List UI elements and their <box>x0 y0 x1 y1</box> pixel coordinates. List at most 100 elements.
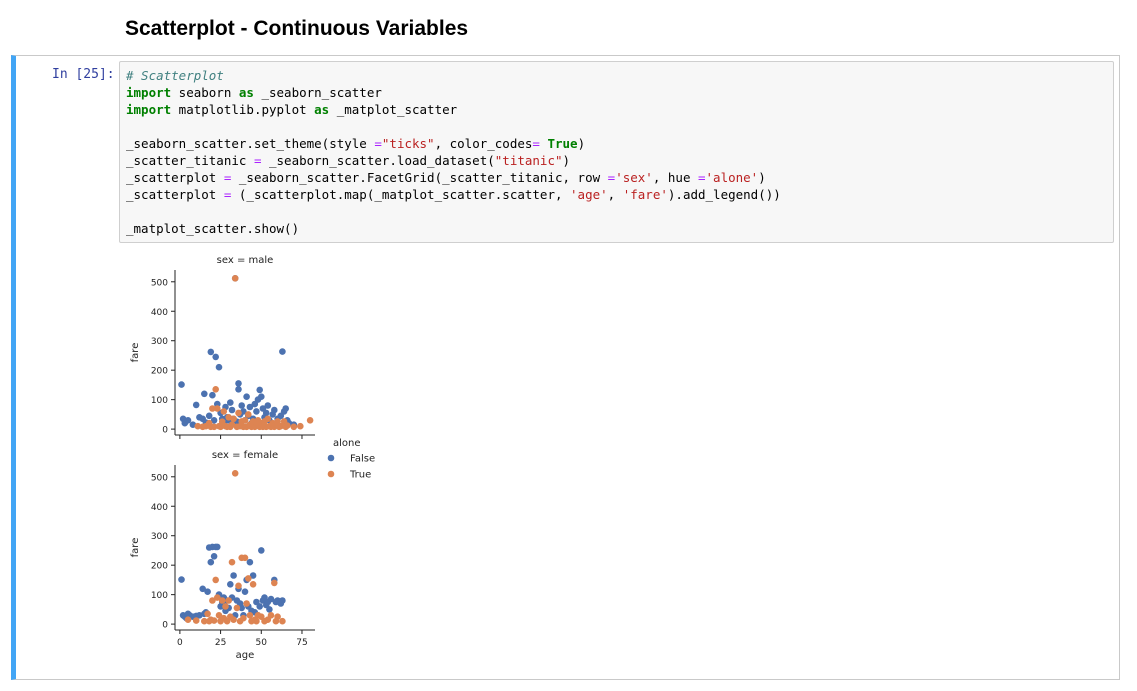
data-point <box>235 380 242 387</box>
data-point <box>253 617 260 625</box>
data-point <box>207 558 215 566</box>
legend-marker-false <box>327 454 335 462</box>
data-point <box>264 402 272 409</box>
code-line: import matplotlib.pyplot as _matplot_sca… <box>126 101 1107 118</box>
data-point <box>290 423 298 431</box>
code-token: = <box>698 170 706 185</box>
data-point <box>215 612 223 619</box>
series-true <box>194 275 314 431</box>
cell-prompt: In [25]: <box>52 67 115 82</box>
data-point <box>243 393 250 400</box>
data-point <box>235 582 242 590</box>
data-point <box>209 391 216 399</box>
data-point <box>178 381 185 388</box>
code-token: True <box>547 136 578 151</box>
code-line: _scatter_titanic = _seaborn_scatter.load… <box>126 152 1107 169</box>
data-point <box>246 612 254 619</box>
code-token: import <box>126 85 172 100</box>
x-tick-label: 75 <box>296 638 307 648</box>
data-point <box>184 616 192 623</box>
data-point <box>279 617 286 625</box>
y-tick-label: 100 <box>151 396 168 406</box>
data-point <box>227 581 234 588</box>
data-point <box>266 606 273 613</box>
data-point <box>245 575 252 582</box>
code-token: _seaborn_scatter.load_dataset( <box>261 153 495 168</box>
facet-panel-0: sex = male fare 0 100 200 300 400 500 <box>130 255 315 439</box>
code-line: _seaborn_scatter.set_theme(style ="ticks… <box>126 135 1107 152</box>
code-token: = <box>223 170 232 185</box>
legend-marker-true <box>327 470 335 478</box>
code-token: 'alone' <box>705 170 759 185</box>
data-point <box>256 603 263 610</box>
data-point <box>178 576 185 583</box>
data-point <box>205 412 213 420</box>
data-point <box>225 597 232 604</box>
code-token: seaborn <box>171 85 239 100</box>
data-point <box>194 422 202 430</box>
data-point <box>209 597 216 604</box>
code-line: # Scatterplot <box>126 67 1107 84</box>
data-point <box>264 415 272 423</box>
section-heading: Scatterplot - Continuous Variables <box>125 17 469 40</box>
y-tick-label: 400 <box>151 503 168 513</box>
x-tick-label: 25 <box>215 638 226 648</box>
data-point <box>230 415 237 423</box>
y-tick-label: 200 <box>151 367 168 377</box>
code-token: _matplot_scatter <box>329 102 458 117</box>
data-point <box>209 405 216 412</box>
data-point <box>231 470 239 477</box>
code-token: "ticks" <box>381 136 435 151</box>
series-false <box>178 275 298 428</box>
code-token: _seaborn_scatter <box>253 85 382 100</box>
code-token: # Scatterplot <box>126 68 224 83</box>
data-point <box>253 408 260 415</box>
code-token: = <box>223 187 232 202</box>
data-point <box>241 417 249 424</box>
data-point <box>192 617 200 624</box>
data-point <box>246 403 254 411</box>
data-point <box>241 554 249 562</box>
code-token: _matplot_scatter.show() <box>126 221 300 236</box>
y-tick-label: 0 <box>162 621 168 631</box>
data-point <box>238 402 245 409</box>
data-point <box>214 543 221 551</box>
code-token: _scatterplot <box>126 170 224 185</box>
data-point <box>279 348 286 355</box>
code-line: _matplot_scatter.show() <box>126 220 1107 237</box>
data-point <box>218 597 226 604</box>
y-tick-label: 500 <box>151 473 168 483</box>
code-token: _scatter_titanic <box>126 153 254 168</box>
data-point <box>297 422 304 430</box>
data-point <box>238 604 245 612</box>
code-token: ).add_legend()) <box>667 187 781 202</box>
data-point <box>210 423 218 431</box>
legend-label-true: True <box>349 470 371 481</box>
code-token: , color_codes <box>434 136 533 151</box>
legend-label-false: False <box>350 454 375 465</box>
code-token: as <box>238 85 254 100</box>
data-point <box>243 600 250 607</box>
code-token: ) <box>562 153 571 168</box>
code-token: 'age' <box>570 187 608 202</box>
data-point <box>241 588 249 595</box>
data-point <box>262 409 270 417</box>
y-tick-label: 300 <box>151 532 168 542</box>
data-point <box>246 558 254 566</box>
data-point <box>220 408 228 415</box>
code-token: 'fare' <box>622 187 668 202</box>
code-editor[interactable]: # Scatterplot import seaborn as _seaborn_… <box>119 61 1114 243</box>
data-point <box>284 422 291 429</box>
y-tick-label: 400 <box>151 308 168 318</box>
facet-panel-1: sex = female fare 0 100 200 300 400 500 0 25 50 75 a… <box>130 450 315 661</box>
data-point <box>245 411 252 418</box>
data-point <box>235 386 242 393</box>
data-point <box>201 390 208 398</box>
data-point <box>184 417 192 424</box>
data-point <box>306 417 314 424</box>
data-point <box>274 613 281 620</box>
data-point <box>212 353 219 361</box>
y-tick-label: 0 <box>162 426 168 436</box>
data-point <box>192 401 200 409</box>
code-token: (_scatterplot.map(_matplot_scatter.scatt… <box>231 187 571 202</box>
